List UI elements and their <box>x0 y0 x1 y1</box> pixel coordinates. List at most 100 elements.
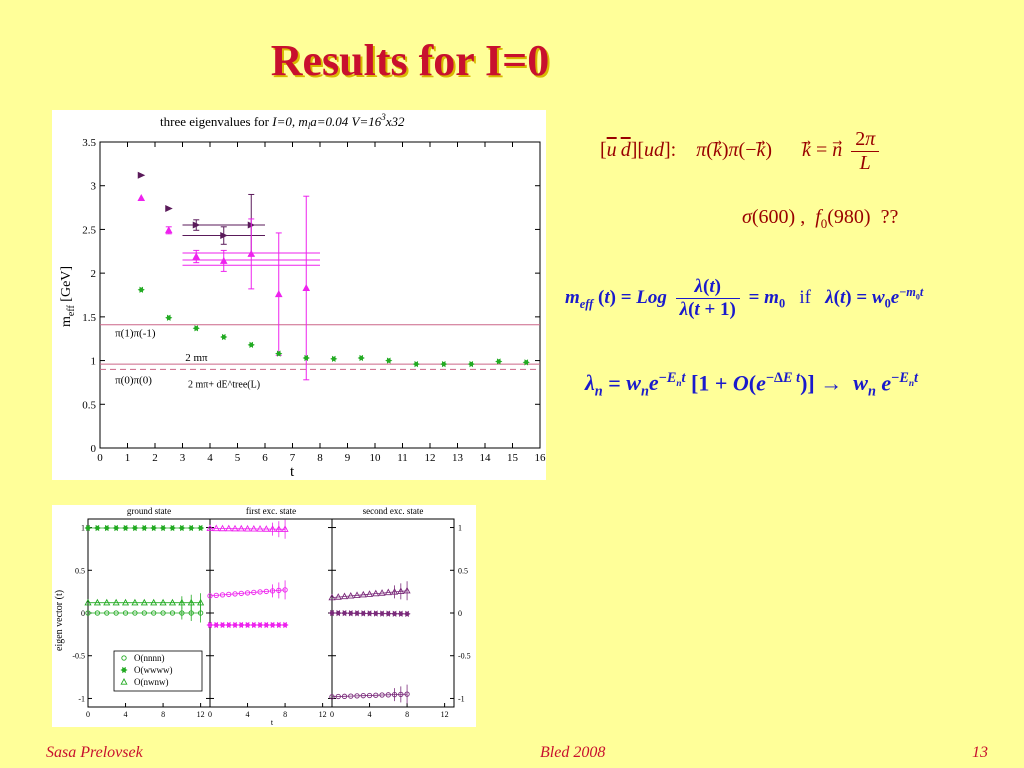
data-point <box>282 587 288 593</box>
data-point <box>169 610 176 616</box>
data-point <box>218 524 227 532</box>
data-point <box>112 598 120 606</box>
data-point <box>220 333 228 341</box>
x-tick-label: 7 <box>290 452 296 464</box>
x-tick-label: 0 <box>86 710 90 719</box>
data-point <box>341 693 348 699</box>
data-point <box>353 610 361 617</box>
x-tick-label: 4 <box>124 710 128 719</box>
data-point <box>391 587 399 595</box>
data-point <box>330 355 338 362</box>
data-point <box>359 590 367 598</box>
y-tick-label: 3 <box>91 181 97 193</box>
data-point <box>168 598 177 606</box>
data-point <box>93 598 101 606</box>
lambda-n-expansion: λn = wne−Ent [1 + O(e−ΔE t)] → wn e−Ent <box>585 370 919 400</box>
data-point <box>212 524 220 532</box>
data-point <box>137 171 146 179</box>
data-point <box>328 593 336 601</box>
x-tick-label: 13 <box>452 452 464 464</box>
data-point <box>122 610 129 616</box>
data-point <box>329 694 335 700</box>
data-point <box>84 598 92 606</box>
curve-1-0 <box>206 519 289 539</box>
data-point <box>275 525 283 532</box>
data-point <box>197 610 204 616</box>
data-point <box>390 610 399 617</box>
data-point <box>302 284 311 292</box>
x-tick-label: 0 <box>97 452 103 464</box>
x-tick-label: 8 <box>161 710 165 719</box>
data-point <box>269 588 276 594</box>
data-point <box>251 589 257 596</box>
effective-mass-chart: three eigenvalues for I=0, mla=0.04 V=16… <box>52 110 546 480</box>
data-point <box>398 691 404 698</box>
data-point <box>250 524 258 532</box>
data-point <box>378 589 386 596</box>
y-tick-label: -0.5 <box>72 652 85 661</box>
x-tick-label: 12 <box>197 710 205 719</box>
x-tick-label: 4 <box>246 710 250 719</box>
data-point <box>112 524 120 532</box>
data-point <box>335 693 341 700</box>
legend-entry-1: O(wwww) <box>134 665 173 675</box>
data-point <box>281 525 289 532</box>
effective-mass-plot: three eigenvalues for I=0, mla=0.04 V=16… <box>59 112 546 480</box>
legend-entry-0: O(nnnn) <box>134 653 165 663</box>
data-point <box>206 621 214 629</box>
data-point <box>262 621 270 629</box>
data-point <box>187 598 195 606</box>
curve-1-2 <box>206 621 289 629</box>
data-point <box>243 621 252 629</box>
data-point <box>391 691 398 698</box>
data-point <box>206 524 214 532</box>
x-tick-label: 8 <box>317 452 323 464</box>
y-tick-label: 1 <box>91 356 97 368</box>
data-point <box>372 610 380 617</box>
data-point <box>159 524 167 532</box>
ref-label-pi0pi0: π(0)π(0) <box>115 374 152 386</box>
y-tick-label: -1 <box>78 694 85 703</box>
data-point <box>159 598 167 606</box>
data-point <box>219 592 226 598</box>
data-point <box>225 621 233 629</box>
data-point <box>373 692 379 698</box>
data-point <box>192 325 200 332</box>
data-point <box>365 610 374 617</box>
data-point <box>131 598 139 606</box>
data-point <box>256 525 264 532</box>
legend-box <box>113 650 203 692</box>
sigma-f0-question: σ(600) , f0(980) ?? <box>742 206 899 231</box>
legend-entry-2: O(nwnw) <box>134 677 169 687</box>
data-point <box>131 524 139 532</box>
data-point <box>269 525 277 532</box>
x-tick-label: 5 <box>235 452 241 464</box>
data-point <box>359 610 367 617</box>
x-tick-label: 12 <box>319 710 327 719</box>
data-point <box>187 524 195 532</box>
series-1 <box>137 193 311 381</box>
data-point <box>243 524 252 532</box>
curve-2-2 <box>329 684 410 704</box>
ref-label-2mpi: 2 mπ <box>185 352 208 364</box>
y-tick-label: 0 <box>81 609 85 618</box>
y-axis-label: meff [GeV] <box>59 266 77 327</box>
x-tick-label: 9 <box>345 452 351 464</box>
data-point <box>192 221 201 229</box>
meff-definition: meff (t) = Log λ(t) λ(t + 1) = m0 if λ(t)… <box>565 276 924 320</box>
data-point <box>379 692 385 698</box>
series-2 <box>137 286 530 368</box>
panel-frame-1 <box>209 518 333 708</box>
slide-title: Results for I=0 <box>270 36 550 85</box>
y-tick-label-right: 0.5 <box>458 566 468 575</box>
data-point <box>467 360 475 368</box>
data-point <box>218 621 227 629</box>
x-tick-label: 2 <box>152 452 158 464</box>
data-point <box>348 693 354 699</box>
footer-page-number: 13 <box>972 744 988 761</box>
x-tick-label: 0 <box>208 710 212 719</box>
ref-label-pi1pi-1: π(1)π(-1) <box>115 328 156 340</box>
x-tick-label: 0 <box>330 710 334 719</box>
y-axis-label: eigen vector (t) <box>54 590 65 651</box>
data-point <box>178 598 186 606</box>
